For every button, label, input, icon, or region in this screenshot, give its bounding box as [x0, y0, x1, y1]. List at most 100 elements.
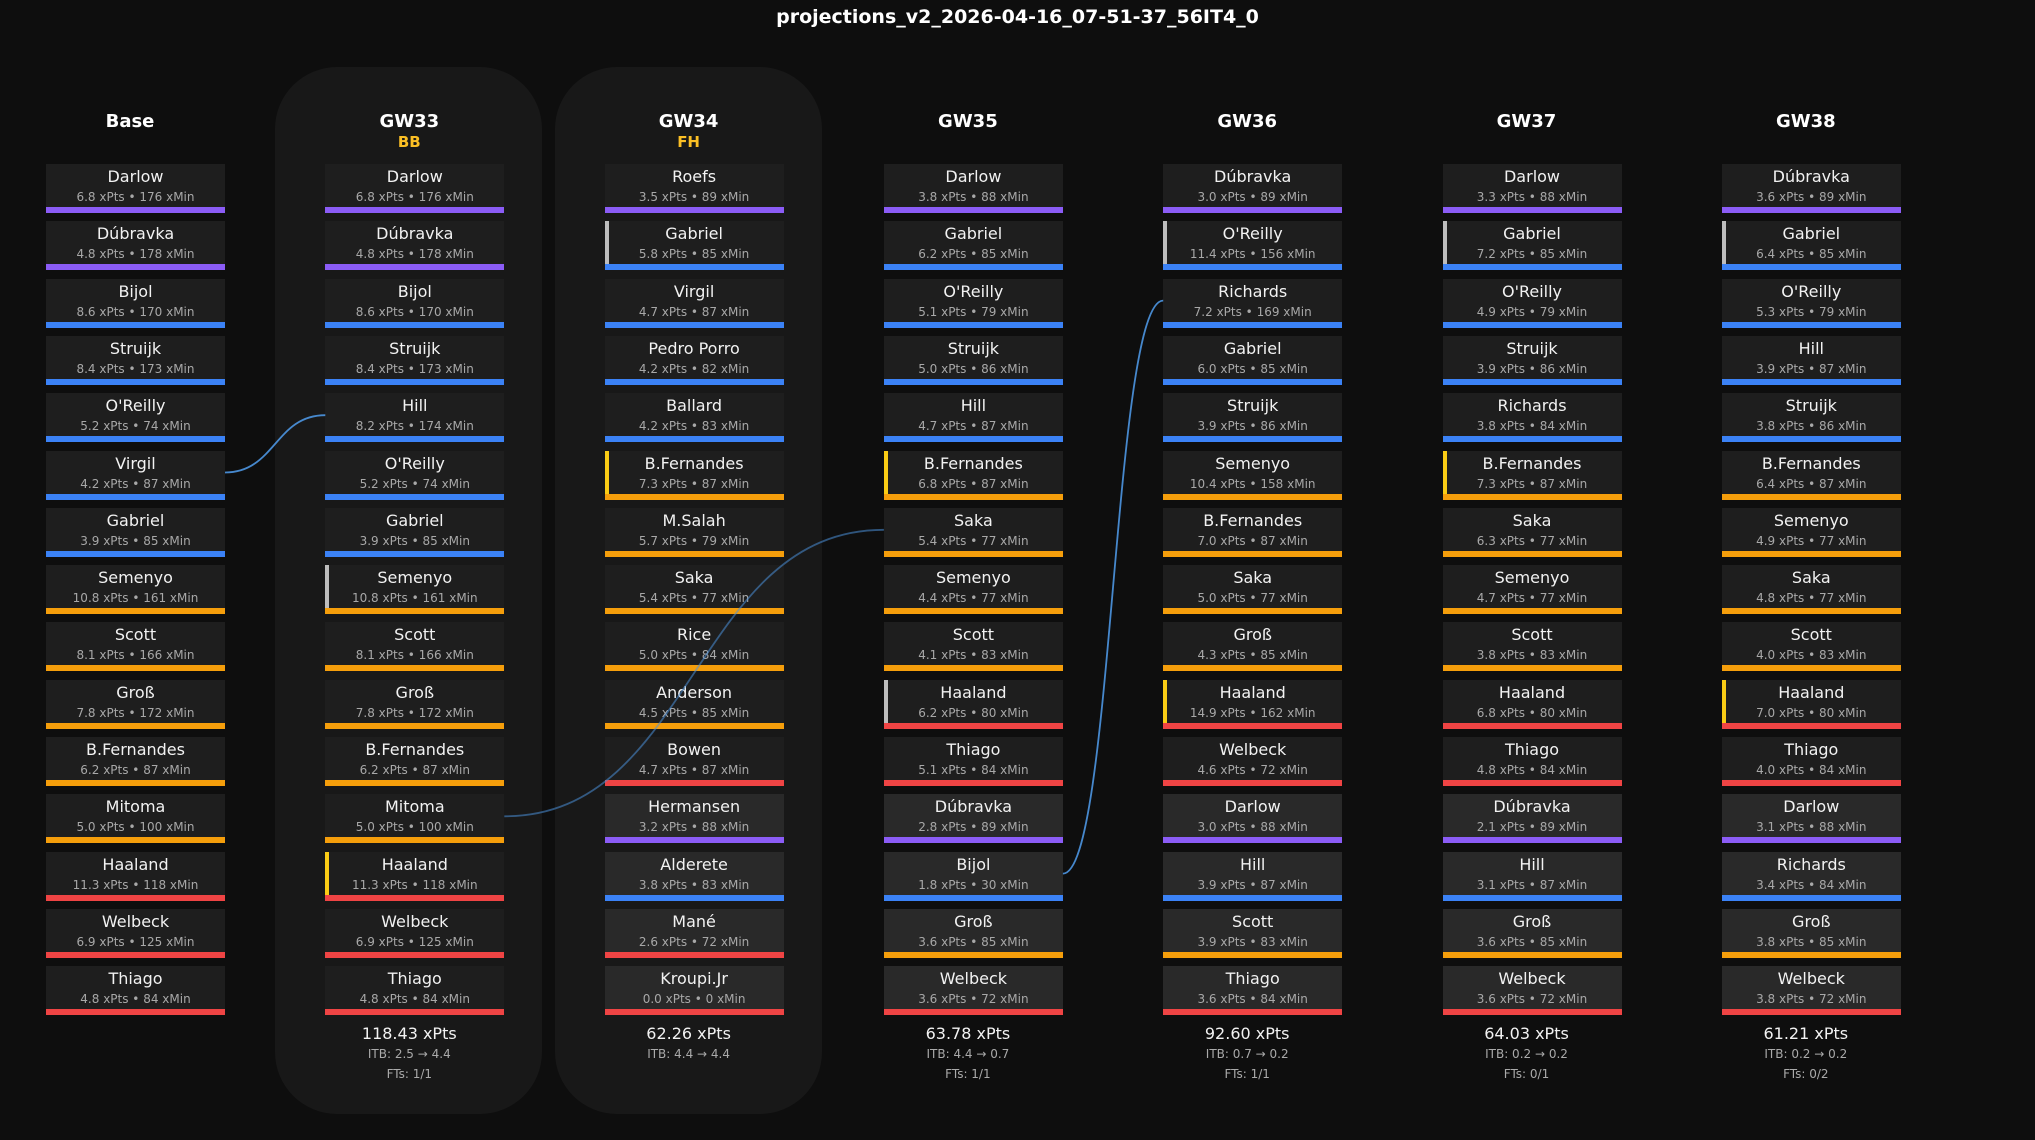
player-card[interactable]: Virgil 4.2 xPts • 87 xMin [46, 450, 225, 500]
player-card[interactable]: Groß 7.8 xPts • 172 xMin [325, 679, 505, 729]
player-card[interactable]: B.Fernandes 6.4 xPts • 87 xMin [1721, 450, 1901, 500]
player-card[interactable]: Thiago 4.8 xPts • 84 xMin [1442, 737, 1622, 786]
player-card[interactable]: Scott 4.1 xPts • 83 xMin [883, 622, 1063, 672]
player-card[interactable]: Struijk 8.4 xPts • 173 xMin [325, 335, 505, 385]
player-card[interactable]: Semenyo 10.4 xPts • 158 xMin [1163, 450, 1343, 500]
player-card[interactable]: Groß 3.6 xPts • 85 xMin [1442, 908, 1622, 958]
player-card[interactable]: Darlow 3.1 xPts • 88 xMin [1721, 794, 1901, 844]
player-card[interactable]: Welbeck 3.6 xPts • 72 xMin [883, 966, 1063, 1016]
player-card[interactable]: Gabriel 6.4 xPts • 85 xMin [1721, 221, 1901, 271]
player-card[interactable]: Gabriel 6.0 xPts • 85 xMin [1163, 335, 1343, 385]
player-card[interactable]: B.Fernandes 7.0 xPts • 87 xMin [1163, 507, 1343, 557]
player-card[interactable]: Struijk 3.9 xPts • 86 xMin [1163, 393, 1343, 443]
player-card[interactable]: Thiago 5.1 xPts • 84 xMin [883, 737, 1063, 786]
player-card[interactable]: Haaland 6.8 xPts • 80 xMin [1442, 679, 1622, 729]
player-card[interactable]: O'Reilly 4.9 xPts • 79 xMin [1442, 278, 1622, 328]
player-card[interactable]: O'Reilly 5.2 xPts • 74 xMin [46, 393, 225, 443]
player-card[interactable]: Anderson 4.5 xPts • 85 xMin [604, 679, 784, 729]
player-card[interactable]: Welbeck 6.9 xPts • 125 xMin [325, 908, 505, 958]
player-card[interactable]: Scott 3.9 xPts • 83 xMin [1163, 908, 1343, 958]
player-card[interactable]: Bowen 4.7 xPts • 87 xMin [604, 737, 784, 786]
player-card[interactable]: Hill 4.7 xPts • 87 xMin [883, 393, 1063, 443]
player-card[interactable]: Haaland 11.3 xPts • 118 xMin [325, 851, 505, 901]
player-card[interactable]: Bijol 1.8 xPts • 30 xMin [883, 851, 1063, 901]
player-card[interactable]: Groß 7.8 xPts • 172 xMin [46, 679, 225, 729]
player-card[interactable]: Ballard 4.2 xPts • 83 xMin [604, 393, 784, 443]
player-card[interactable]: Semenyo 4.4 xPts • 77 xMin [883, 565, 1063, 615]
player-card[interactable]: Kroupi.Jr 0.0 xPts • 0 xMin [604, 966, 784, 1016]
player-card[interactable]: Semenyo 4.7 xPts • 77 xMin [1442, 565, 1622, 615]
player-card[interactable]: Groß 3.8 xPts • 85 xMin [1721, 908, 1901, 958]
player-card[interactable]: B.Fernandes 6.2 xPts • 87 xMin [325, 737, 505, 786]
player-card[interactable]: Hill 3.9 xPts • 87 xMin [1163, 851, 1343, 901]
player-card[interactable]: Gabriel 7.2 xPts • 85 xMin [1442, 221, 1622, 271]
player-card[interactable]: Scott 3.8 xPts • 83 xMin [1442, 622, 1622, 672]
player-card[interactable]: Dúbravka 2.8 xPts • 89 xMin [883, 794, 1063, 844]
player-card[interactable]: Thiago 4.8 xPts • 84 xMin [325, 966, 505, 1016]
player-card[interactable]: Richards 3.8 xPts • 84 xMin [1442, 393, 1622, 443]
player-card[interactable]: Haaland 11.3 xPts • 118 xMin [46, 851, 225, 901]
player-card[interactable]: Gabriel 3.9 xPts • 85 xMin [325, 507, 505, 557]
player-card[interactable]: O'Reilly 11.4 xPts • 156 xMin [1163, 221, 1343, 271]
player-card[interactable]: Thiago 4.8 xPts • 84 xMin [46, 966, 225, 1016]
player-card[interactable]: Mitoma 5.0 xPts • 100 xMin [46, 794, 225, 844]
player-card[interactable]: Richards 7.2 xPts • 169 xMin [1163, 278, 1343, 328]
player-card[interactable]: Welbeck 4.6 xPts • 72 xMin [1163, 737, 1343, 786]
player-card[interactable]: O'Reilly 5.3 xPts • 79 xMin [1721, 278, 1901, 328]
player-card[interactable]: Roefs 3.5 xPts • 89 xMin [604, 164, 784, 213]
player-card[interactable]: Haaland 6.2 xPts • 80 xMin [883, 679, 1063, 729]
player-card[interactable]: Haaland 7.0 xPts • 80 xMin [1721, 679, 1901, 729]
player-card[interactable]: Groß 4.3 xPts • 85 xMin [1163, 622, 1343, 672]
player-card[interactable]: Struijk 8.4 xPts • 173 xMin [46, 335, 225, 385]
player-card[interactable]: Darlow 6.8 xPts • 176 xMin [46, 164, 225, 213]
player-card[interactable]: Rice 5.0 xPts • 84 xMin [604, 622, 784, 672]
player-card[interactable]: O'Reilly 5.1 xPts • 79 xMin [883, 278, 1063, 328]
player-card[interactable]: Semenyo 10.8 xPts • 161 xMin [325, 565, 505, 615]
player-card[interactable]: Thiago 4.0 xPts • 84 xMin [1721, 737, 1901, 786]
player-card[interactable]: Dúbravka 3.0 xPts • 89 xMin [1163, 164, 1343, 213]
player-card[interactable]: Scott 4.0 xPts • 83 xMin [1721, 622, 1901, 672]
player-card[interactable]: Darlow 3.8 xPts • 88 xMin [883, 164, 1063, 213]
player-card[interactable]: Semenyo 10.8 xPts • 161 xMin [46, 565, 225, 615]
player-card[interactable]: Hill 8.2 xPts • 174 xMin [325, 393, 505, 443]
player-card[interactable]: Mitoma 5.0 xPts • 100 xMin [325, 794, 505, 844]
player-card[interactable]: Scott 8.1 xPts • 166 xMin [325, 622, 505, 672]
player-card[interactable]: Alderete 3.8 xPts • 83 xMin [604, 851, 784, 901]
player-card[interactable]: Virgil 4.7 xPts • 87 xMin [604, 278, 784, 328]
player-card[interactable]: Hermansen 3.2 xPts • 88 xMin [604, 794, 784, 844]
player-card[interactable]: Groß 3.6 xPts • 85 xMin [883, 908, 1063, 958]
player-card[interactable]: B.Fernandes 7.3 xPts • 87 xMin [1442, 450, 1622, 500]
player-card[interactable]: Dúbravka 4.8 xPts • 178 xMin [46, 221, 225, 271]
player-card[interactable]: Saka 5.0 xPts • 77 xMin [1163, 565, 1343, 615]
player-card[interactable]: Saka 4.8 xPts • 77 xMin [1721, 565, 1901, 615]
player-card[interactable]: Welbeck 3.8 xPts • 72 xMin [1721, 966, 1901, 1016]
player-card[interactable]: B.Fernandes 7.3 xPts • 87 xMin [604, 450, 784, 500]
player-card[interactable]: Saka 5.4 xPts • 77 xMin [883, 507, 1063, 557]
player-card[interactable]: Semenyo 4.9 xPts • 77 xMin [1721, 507, 1901, 557]
player-card[interactable]: Scott 8.1 xPts • 166 xMin [46, 622, 225, 672]
player-card[interactable]: Gabriel 5.8 xPts • 85 xMin [604, 221, 784, 271]
player-card[interactable]: B.Fernandes 6.2 xPts • 87 xMin [46, 737, 225, 786]
player-card[interactable]: Saka 6.3 xPts • 77 xMin [1442, 507, 1622, 557]
player-card[interactable]: Bijol 8.6 xPts • 170 xMin [46, 278, 225, 328]
player-card[interactable]: Dúbravka 4.8 xPts • 178 xMin [325, 221, 505, 271]
player-card[interactable]: B.Fernandes 6.8 xPts • 87 xMin [883, 450, 1063, 500]
player-card[interactable]: Dúbravka 3.6 xPts • 89 xMin [1721, 164, 1901, 213]
player-card[interactable]: Gabriel 6.2 xPts • 85 xMin [883, 221, 1063, 271]
player-card[interactable]: Hill 3.9 xPts • 87 xMin [1721, 335, 1901, 385]
player-card[interactable]: Darlow 3.3 xPts • 88 xMin [1442, 164, 1622, 213]
player-card[interactable]: Hill 3.1 xPts • 87 xMin [1442, 851, 1622, 901]
player-card[interactable]: O'Reilly 5.2 xPts • 74 xMin [325, 450, 505, 500]
player-card[interactable]: Mané 2.6 xPts • 72 xMin [604, 908, 784, 958]
player-card[interactable]: Bijol 8.6 xPts • 170 xMin [325, 278, 505, 328]
player-card[interactable]: Thiago 3.6 xPts • 84 xMin [1163, 966, 1343, 1016]
player-card[interactable]: Struijk 3.8 xPts • 86 xMin [1721, 393, 1901, 443]
player-card[interactable]: Richards 3.4 xPts • 84 xMin [1721, 851, 1901, 901]
player-card[interactable]: Struijk 5.0 xPts • 86 xMin [883, 335, 1063, 385]
player-card[interactable]: Gabriel 3.9 xPts • 85 xMin [46, 507, 225, 557]
player-card[interactable]: M.Salah 5.7 xPts • 79 xMin [604, 507, 784, 557]
player-card[interactable]: Darlow 6.8 xPts • 176 xMin [325, 164, 505, 213]
player-card[interactable]: Darlow 3.0 xPts • 88 xMin [1163, 794, 1343, 844]
player-card[interactable]: Welbeck 6.9 xPts • 125 xMin [46, 908, 225, 958]
player-card[interactable]: Struijk 3.9 xPts • 86 xMin [1442, 335, 1622, 385]
